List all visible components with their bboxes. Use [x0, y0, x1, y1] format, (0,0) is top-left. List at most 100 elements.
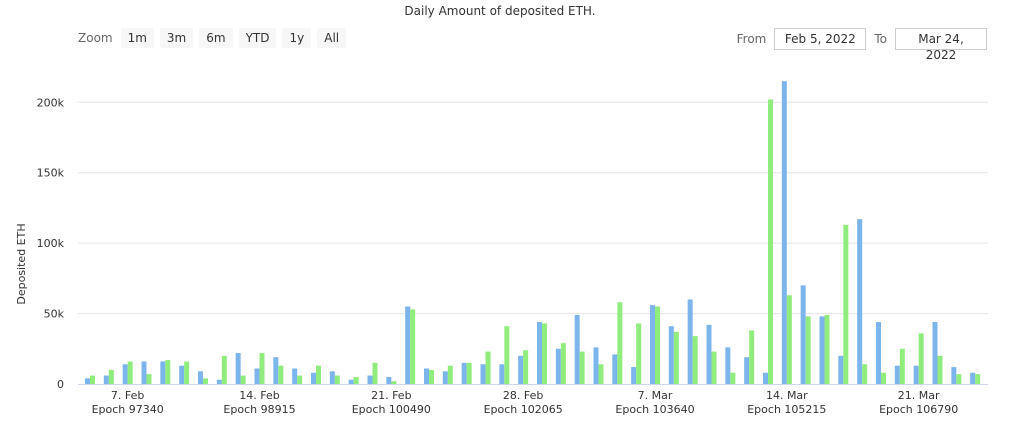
x-tick-epoch-label: Epoch 103640	[615, 403, 694, 416]
bar-series2	[165, 360, 171, 384]
bar-series1	[819, 316, 825, 384]
bar-series2	[824, 314, 830, 384]
bar-series2	[843, 224, 849, 384]
bar-series1	[329, 371, 335, 384]
zoom-6m-button[interactable]: 6m	[199, 28, 233, 48]
x-tick-date-label: 14. Feb	[239, 389, 279, 402]
bar-series1	[932, 322, 938, 384]
bar-series2	[466, 362, 472, 384]
bar-series2	[108, 369, 114, 384]
bar-series1	[348, 379, 354, 384]
bar-series2	[372, 362, 378, 384]
bar-series1	[612, 354, 618, 384]
to-label: To	[874, 32, 887, 46]
bar-series1	[273, 357, 279, 384]
bar-series1	[405, 306, 411, 384]
x-tick-epoch-label: Epoch 105215	[747, 403, 826, 416]
bar-series2	[749, 330, 755, 384]
bar-series1	[480, 364, 486, 384]
bar-series1	[442, 371, 448, 384]
bar-series2	[447, 365, 453, 384]
from-date-input[interactable]: Feb 5, 2022	[774, 28, 867, 50]
bar-series1	[254, 368, 260, 384]
from-label: From	[736, 32, 767, 46]
bar-series1	[103, 375, 109, 384]
bar-series1	[951, 367, 957, 384]
bar-series2	[485, 351, 491, 384]
x-tick-date-label: 14. Mar	[766, 389, 808, 402]
y-tick-label: 0	[57, 378, 64, 391]
zoom-1y-button[interactable]: 1y	[282, 28, 312, 48]
bar-series2	[786, 295, 792, 384]
bar-series1	[857, 219, 863, 384]
bar-series1	[744, 357, 750, 384]
x-tick-date-label: 21. Mar	[898, 389, 940, 402]
bar-series1	[650, 305, 655, 384]
y-tick-label: 100k	[37, 237, 65, 250]
bar-series1	[970, 372, 976, 384]
zoom-3m-button[interactable]: 3m	[159, 28, 194, 48]
zoom-label: Zoom	[78, 31, 113, 45]
x-tick-date-label: 28. Feb	[503, 389, 543, 402]
y-tick-label: 200k	[37, 96, 65, 109]
bar-series1	[574, 314, 580, 384]
bar-series2	[862, 364, 868, 384]
bar-series1	[894, 365, 900, 384]
zoom-ytd-button[interactable]: YTD	[238, 28, 277, 48]
bar-series1	[198, 371, 203, 384]
bar-series2	[391, 381, 397, 384]
bar-series2	[221, 355, 227, 384]
bar-series1	[838, 355, 844, 384]
bar-series1	[292, 368, 298, 384]
x-tick-epoch-label: Epoch 106790	[879, 403, 958, 416]
bar-series2	[881, 372, 886, 384]
bar-series2	[542, 323, 547, 384]
bar-series2	[560, 343, 566, 384]
x-tick-date-label: 7. Feb	[111, 389, 144, 402]
bar-series2	[410, 309, 416, 384]
y-tick-label: 150k	[37, 167, 65, 180]
x-tick-epoch-label: Epoch 102065	[484, 403, 563, 416]
x-tick-date-label: 21. Feb	[371, 389, 411, 402]
bar-series2	[259, 353, 265, 384]
bar-series1	[518, 355, 524, 384]
bar-series2	[146, 374, 152, 384]
bar-series1	[555, 348, 561, 384]
bar-series1	[687, 299, 693, 384]
bar-series2	[127, 361, 133, 384]
bar-series1	[763, 372, 768, 384]
zoom-all-button[interactable]: All	[317, 28, 347, 48]
x-tick-date-label: 7. Mar	[638, 389, 673, 402]
bar-series2	[278, 365, 284, 384]
y-axis-label: Deposited ETH	[15, 223, 28, 304]
bar-series2	[768, 99, 773, 384]
to-date-input[interactable]: Mar 24, 2022	[895, 28, 987, 62]
bar-series2	[504, 326, 510, 384]
bar-series2	[240, 375, 246, 384]
bar-series2	[353, 376, 359, 384]
bar-series2	[692, 336, 698, 384]
y-tick-label: 50k	[44, 308, 65, 321]
zoom-1m-button[interactable]: 1m	[120, 28, 154, 48]
bar-series1	[781, 81, 787, 384]
bar-series1	[160, 361, 166, 384]
bar-series1	[706, 324, 712, 384]
zoom-controls: Zoom 1m 3m 6m YTD 1y All	[78, 28, 347, 48]
bar-series1	[876, 322, 881, 384]
chart-title: Daily Amount of deposited ETH.	[404, 4, 596, 18]
bar-series2	[805, 316, 811, 384]
x-tick-epoch-label: Epoch 100490	[352, 403, 431, 416]
bar-series2	[184, 361, 190, 384]
bar-series2	[636, 323, 642, 384]
bar-series1	[424, 368, 429, 384]
bar-series1	[537, 322, 542, 384]
bar-series2	[673, 331, 679, 384]
bar-series2	[711, 351, 717, 384]
bar-series2	[316, 365, 321, 384]
bar-series1	[800, 285, 806, 384]
bar-series2	[730, 372, 736, 384]
bar-series2	[90, 375, 95, 384]
bar-series2	[975, 374, 981, 384]
bar-series2	[655, 306, 660, 384]
